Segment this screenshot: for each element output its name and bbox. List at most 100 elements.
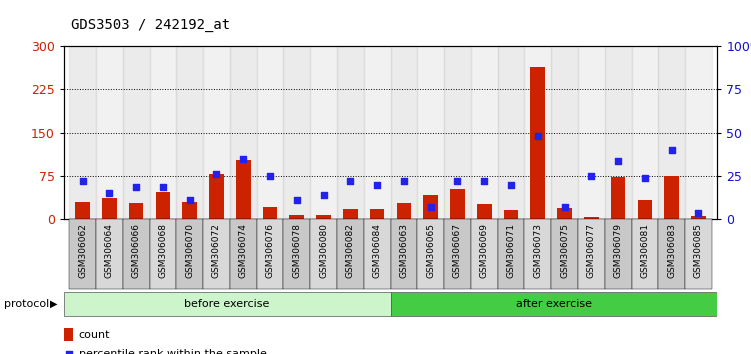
Bar	[257, 46, 283, 219]
Bar	[685, 46, 712, 219]
Bar	[691, 216, 706, 219]
Text: percentile rank within the sample: percentile rank within the sample	[79, 349, 267, 354]
Text: after exercise: after exercise	[516, 298, 592, 309]
Text: ▶: ▶	[50, 298, 58, 309]
Text: GSM306065: GSM306065	[426, 223, 435, 278]
Text: GSM306075: GSM306075	[560, 223, 569, 278]
Text: GSM306083: GSM306083	[667, 223, 676, 278]
Point	[478, 178, 490, 184]
Bar	[69, 46, 96, 219]
Point	[104, 190, 116, 196]
Text: count: count	[79, 330, 110, 340]
Bar	[64, 328, 74, 341]
Bar	[149, 46, 176, 219]
Point	[77, 178, 89, 184]
Bar	[659, 219, 685, 289]
Bar	[128, 203, 143, 219]
Bar	[471, 46, 498, 219]
Point	[237, 156, 249, 161]
Text: GDS3503 / 242192_at: GDS3503 / 242192_at	[71, 18, 231, 32]
Bar	[605, 46, 632, 219]
Bar	[498, 219, 524, 289]
Bar	[638, 200, 653, 219]
Text: GSM306072: GSM306072	[212, 223, 221, 278]
Text: GSM306077: GSM306077	[587, 223, 596, 278]
Bar	[605, 219, 632, 289]
Bar	[289, 216, 304, 219]
Bar	[578, 46, 605, 219]
Point	[318, 192, 330, 198]
Bar	[310, 219, 337, 289]
Bar	[263, 207, 277, 219]
Text: GSM306080: GSM306080	[319, 223, 328, 278]
Point	[291, 198, 303, 203]
Bar	[230, 46, 257, 219]
Bar	[363, 219, 391, 289]
Text: GSM306064: GSM306064	[105, 223, 114, 278]
Text: GSM306070: GSM306070	[185, 223, 195, 278]
Bar	[578, 219, 605, 289]
Bar	[530, 67, 545, 219]
Text: GSM306071: GSM306071	[506, 223, 515, 278]
Bar	[498, 46, 524, 219]
Bar	[122, 219, 149, 289]
Bar	[203, 46, 230, 219]
Point	[692, 210, 704, 215]
Bar	[391, 292, 717, 315]
Text: GSM306063: GSM306063	[400, 223, 409, 278]
Text: GSM306074: GSM306074	[239, 223, 248, 278]
Text: GSM306066: GSM306066	[131, 223, 140, 278]
Bar	[337, 219, 363, 289]
Bar	[155, 192, 170, 219]
Bar	[551, 46, 578, 219]
Point	[130, 184, 142, 189]
Text: GSM306068: GSM306068	[158, 223, 167, 278]
Point	[612, 158, 624, 163]
Point	[424, 205, 436, 210]
Bar	[203, 219, 230, 289]
Bar	[391, 46, 418, 219]
Bar	[75, 202, 90, 219]
Point	[398, 178, 410, 184]
Bar	[102, 198, 116, 219]
Point	[210, 172, 222, 177]
Text: protocol: protocol	[4, 298, 49, 309]
Bar	[283, 46, 310, 219]
Bar	[363, 46, 391, 219]
Bar	[471, 219, 498, 289]
Point	[505, 182, 517, 188]
Point	[345, 178, 357, 184]
Bar	[418, 219, 444, 289]
Bar	[444, 219, 471, 289]
Bar	[257, 219, 283, 289]
Bar	[69, 219, 96, 289]
Bar	[665, 176, 679, 219]
Bar	[477, 205, 492, 219]
Point	[559, 205, 571, 210]
Bar	[96, 46, 122, 219]
Bar	[391, 219, 418, 289]
Bar	[418, 46, 444, 219]
Text: before exercise: before exercise	[185, 298, 270, 309]
Bar	[632, 46, 659, 219]
Bar	[659, 46, 685, 219]
Point	[184, 198, 196, 203]
Text: GSM306076: GSM306076	[266, 223, 275, 278]
Point	[451, 178, 463, 184]
Bar	[450, 189, 465, 219]
Point	[665, 147, 677, 153]
Bar	[504, 210, 518, 219]
Bar	[209, 175, 224, 219]
Bar	[524, 46, 551, 219]
Bar	[444, 46, 471, 219]
Point	[585, 173, 597, 179]
Bar	[557, 208, 572, 219]
Point	[157, 184, 169, 189]
Text: GSM306082: GSM306082	[346, 223, 355, 278]
Text: GSM306079: GSM306079	[614, 223, 623, 278]
Bar	[316, 216, 331, 219]
Bar	[149, 219, 176, 289]
Bar	[685, 219, 712, 289]
Bar	[343, 209, 357, 219]
Bar	[397, 203, 412, 219]
